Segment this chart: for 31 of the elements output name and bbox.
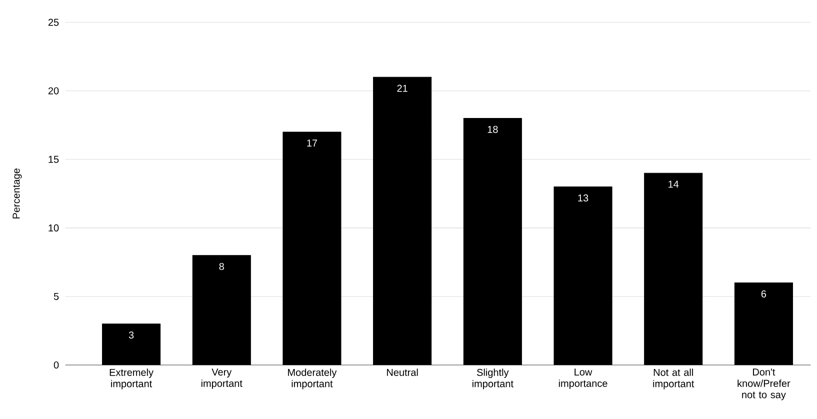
- x-tick-label: Don't know/Prefer not to say: [738, 368, 790, 400]
- y-tick-label: 0: [54, 361, 59, 369]
- y-tick-label: 25: [48, 18, 59, 26]
- data-label: 6: [761, 290, 766, 298]
- y-tick-label: 5: [54, 292, 59, 300]
- data-label: 8: [219, 262, 224, 270]
- y-tick-label: 20: [48, 87, 59, 94]
- bar: [102, 324, 161, 365]
- bar: [644, 172, 703, 365]
- x-tick-label: Not at all important: [653, 368, 694, 390]
- x-tick-label: Neutral: [387, 368, 418, 376]
- bar: [192, 255, 251, 365]
- x-tick-label: Extremely important: [110, 368, 154, 390]
- bar: [282, 132, 342, 365]
- data-label: 14: [668, 180, 679, 188]
- data-label: 17: [307, 140, 318, 146]
- x-tick-label: Very important: [201, 368, 242, 389]
- y-tick-label: 15: [48, 156, 59, 163]
- data-label: 13: [578, 194, 588, 202]
- data-label: 18: [488, 126, 498, 133]
- bar: [463, 118, 522, 365]
- bar: [373, 76, 432, 365]
- data-label: 21: [397, 84, 408, 92]
- bar: [734, 282, 793, 365]
- y-tick-label: 10: [48, 224, 59, 232]
- data-label: 3: [128, 331, 134, 339]
- x-tick-label: Low importance: [558, 368, 608, 389]
- x-tick-label: Slightly important: [472, 368, 514, 390]
- y-axis-title: Percentage: [12, 168, 22, 218]
- bar: [554, 186, 612, 365]
- x-tick-label: Moderately important: [288, 368, 337, 390]
